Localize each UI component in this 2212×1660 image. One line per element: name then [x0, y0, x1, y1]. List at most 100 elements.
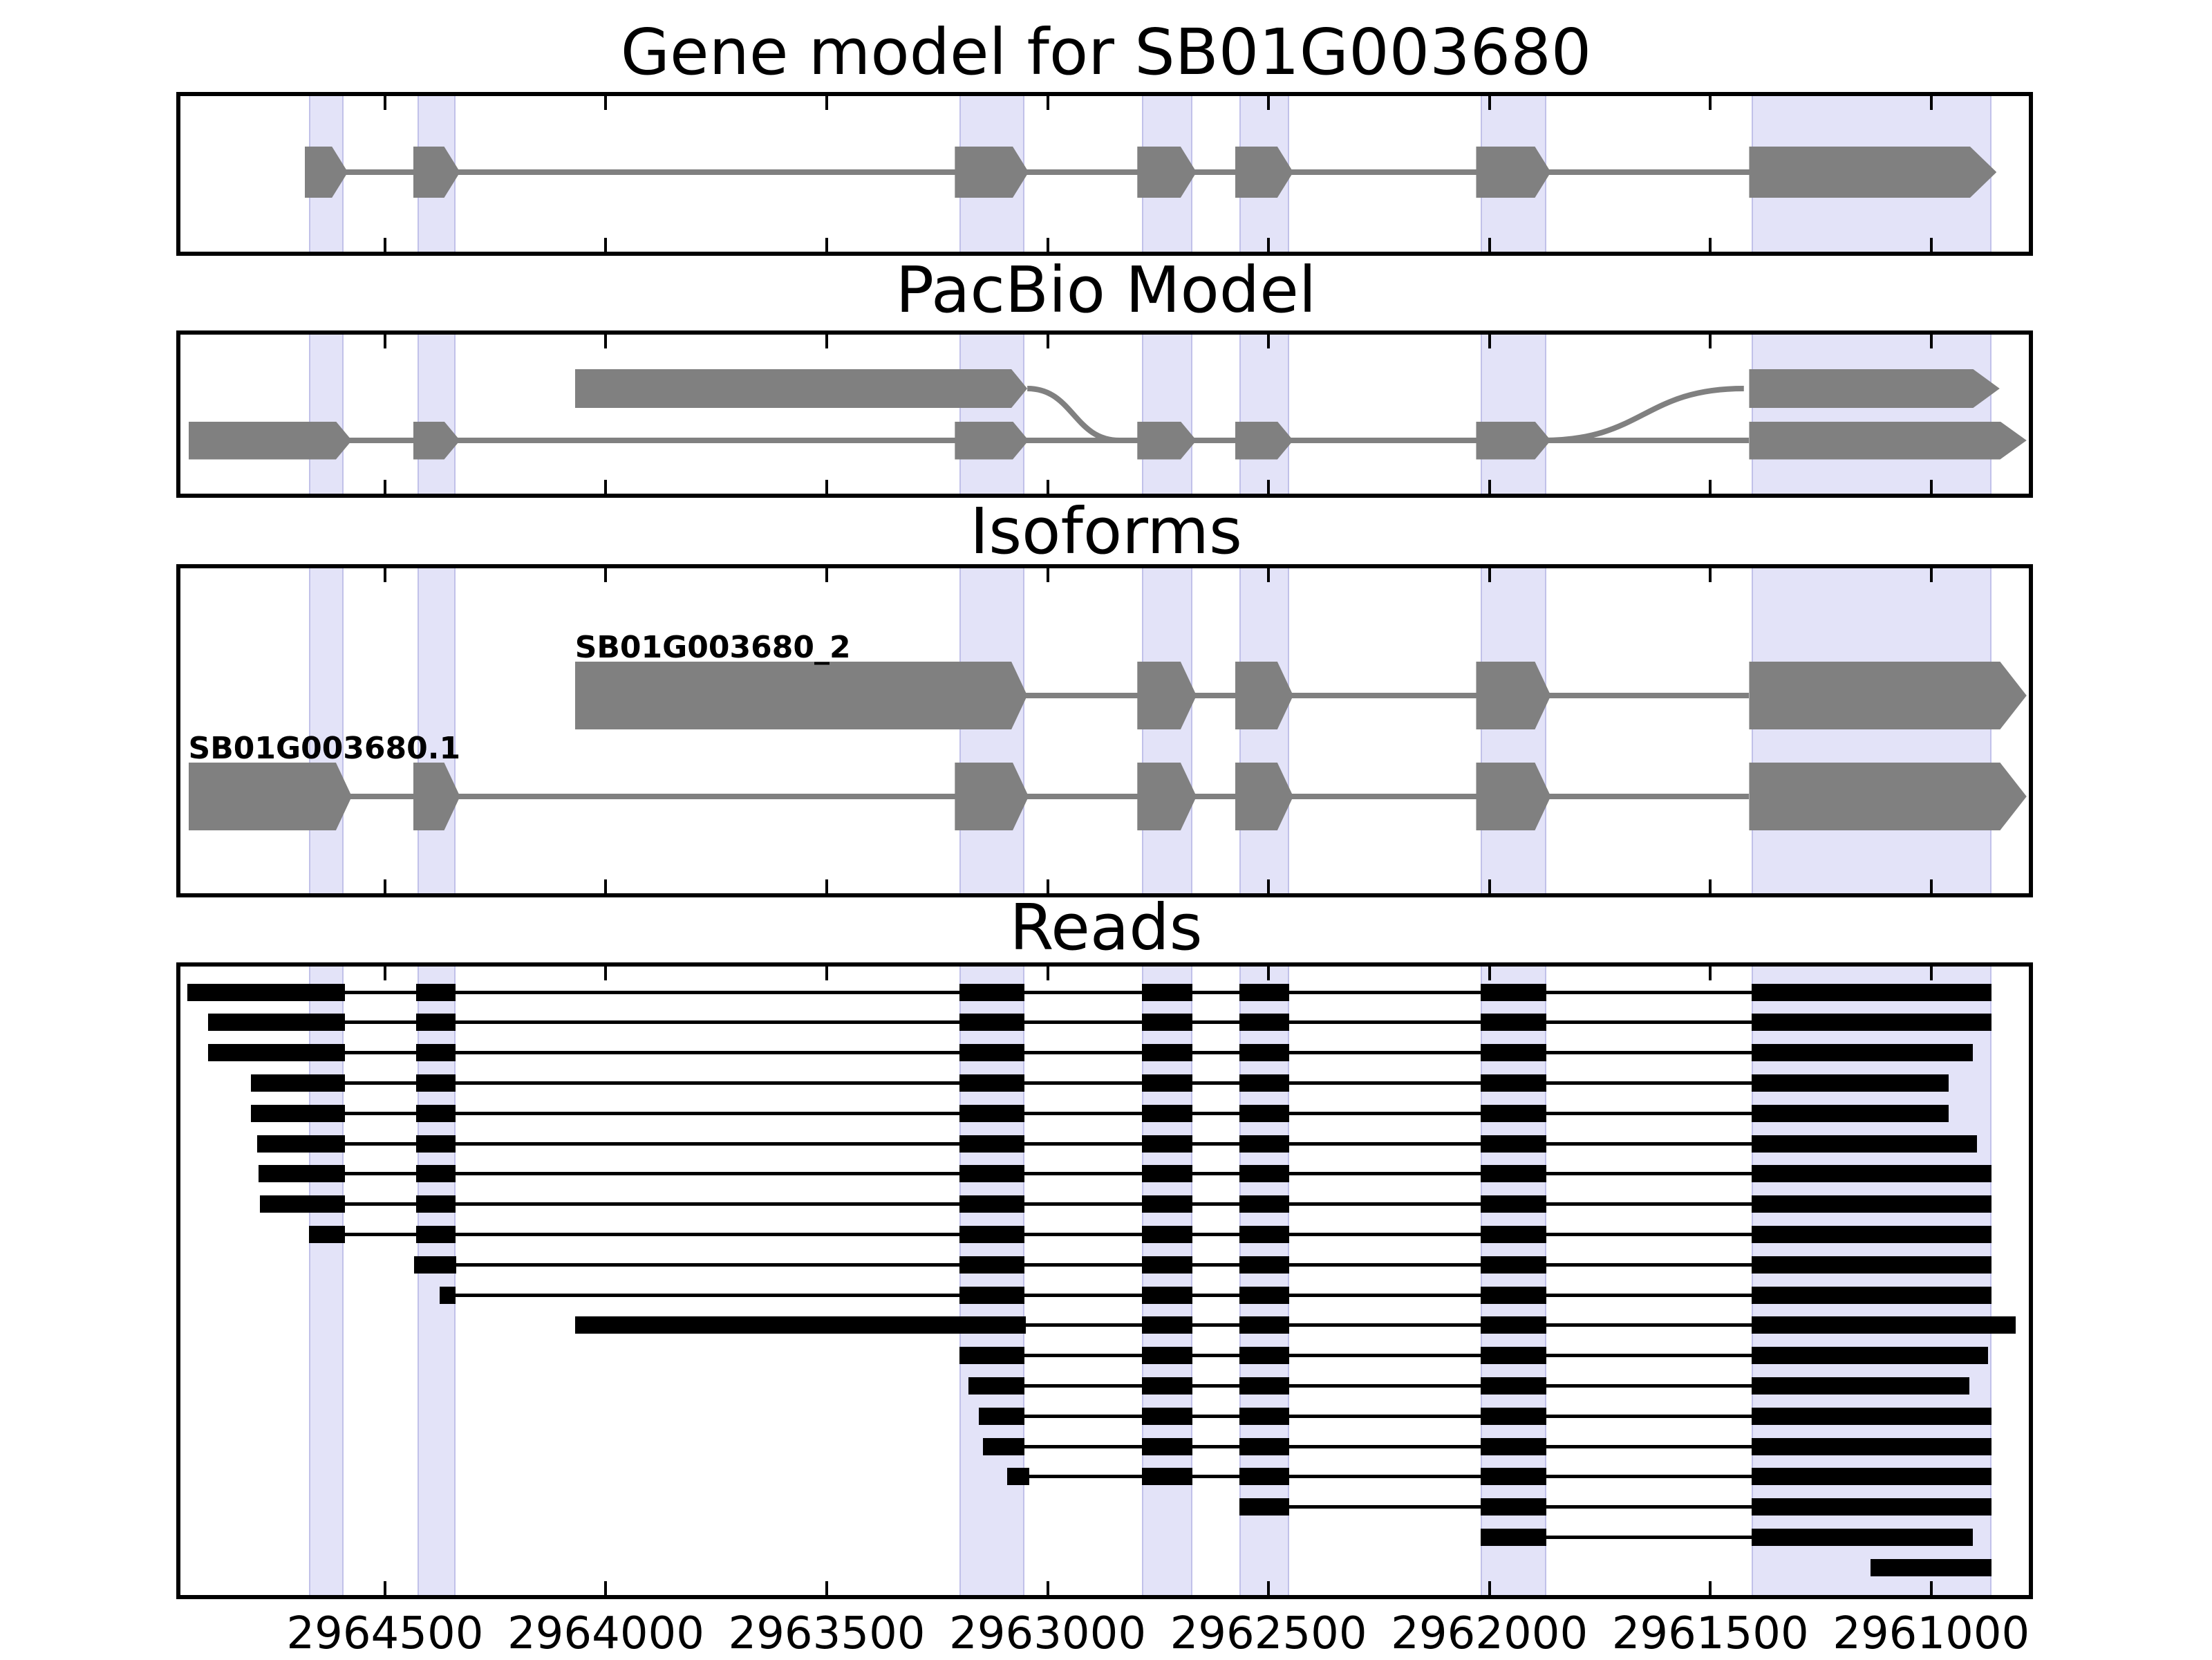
axis-tick-mark: [825, 568, 828, 582]
read-exon-block: [1141, 983, 1192, 1001]
axis-tick-mark: [1488, 879, 1491, 893]
axis-tick-mark: [1709, 967, 1712, 980]
exon-block: [1476, 662, 1551, 729]
read-exon-block: [1480, 1468, 1547, 1486]
exon-block: [188, 421, 352, 460]
exon-block: [1749, 763, 2027, 830]
axis-tick-mark: [1929, 335, 1933, 348]
read-exon-block: [1239, 1014, 1289, 1032]
axis-tick-mark: [825, 335, 828, 348]
read-exon-block: [1239, 1377, 1289, 1395]
axis-tick-mark: [1929, 480, 1933, 494]
axis-tick-mark: [383, 335, 386, 348]
read-exon-block: [1239, 1044, 1289, 1062]
read-exon-block: [1141, 1104, 1192, 1122]
read-exon-block: [1751, 1165, 1991, 1183]
pacbio-model-track: [180, 335, 2029, 494]
read-exon-block: [979, 1407, 1024, 1425]
read-exon-block: [1751, 1044, 1974, 1062]
read-exon-block: [959, 1347, 1024, 1365]
read-exon-block: [415, 1074, 456, 1092]
read-exon-block: [983, 1437, 1024, 1455]
axis-tick-label: 2961500: [1611, 1608, 1809, 1659]
exon-block: [1476, 421, 1551, 460]
isoforms-track: SB01G003680_2 SB01G003680.1: [180, 568, 2029, 893]
read-exon-block: [959, 1104, 1024, 1122]
axis-tick-mark: [604, 967, 608, 980]
exon-highlight-band: [418, 967, 456, 1595]
axis-tick-mark: [1929, 238, 1933, 252]
exon-block: [1476, 763, 1551, 830]
panel-pacbio-model: [176, 330, 2033, 498]
read-exon-block: [574, 1316, 1026, 1334]
read-exon-block: [1480, 1347, 1547, 1365]
axis-tick-mark: [1709, 568, 1712, 582]
read-exon-block: [1480, 1195, 1547, 1213]
exon-block: [188, 763, 352, 830]
axis-tick-mark: [383, 238, 386, 252]
exon-highlight-band: [959, 568, 1024, 893]
read-exon-block: [1480, 1407, 1547, 1425]
read-exon-block: [959, 1195, 1024, 1213]
axis-tick-mark: [383, 568, 386, 582]
read-exon-block: [1751, 1498, 1991, 1516]
read-exon-block: [1141, 1468, 1192, 1486]
read-exon-block: [1751, 1256, 1991, 1274]
exon-highlight-band: [1480, 568, 1547, 893]
read-exon-block: [1239, 1104, 1289, 1122]
axis-tick-mark: [1267, 1581, 1271, 1595]
exon-highlight-band: [1141, 967, 1192, 1595]
read-intron-line: [187, 990, 1991, 994]
read-exon-block: [1480, 1377, 1547, 1395]
axis-tick-mark: [1046, 879, 1049, 893]
read-exon-block: [1239, 1347, 1289, 1365]
read-intron-line: [959, 1354, 1988, 1358]
read-exon-block: [1871, 1558, 1991, 1576]
axis-tick-label: 2962000: [1391, 1608, 1588, 1659]
exon-highlight-band: [1480, 335, 1547, 494]
isoform-label: SB01G003680_2: [574, 630, 851, 665]
read-exon-block: [1480, 1104, 1547, 1122]
read-exon-block: [1141, 1225, 1192, 1243]
read-exon-block: [1480, 1165, 1547, 1183]
read-exon-block: [1239, 1074, 1289, 1092]
read-exon-block: [1141, 1347, 1192, 1365]
axis-tick-mark: [1046, 1581, 1049, 1595]
axis-tick-label: 2964500: [286, 1608, 484, 1659]
isoform-label: SB01G003680.1: [188, 731, 461, 766]
axis-tick-mark: [825, 96, 828, 110]
read-intron-line: [1480, 1535, 1974, 1539]
panel-isoforms: SB01G003680_2 SB01G003680.1: [176, 564, 2033, 897]
read-exon-block: [1480, 1074, 1547, 1092]
axis-tick-mark: [604, 96, 608, 110]
axis-tick-mark: [1929, 96, 1933, 110]
axis-tick-mark: [383, 1581, 386, 1595]
axis-tick-mark: [1046, 568, 1049, 582]
read-exon-block: [1239, 1498, 1289, 1516]
axis-tick-label: 2964000: [507, 1608, 704, 1659]
exon-highlight-band: [308, 335, 344, 494]
read-exon-block: [1480, 983, 1547, 1001]
exon-block: [574, 662, 1028, 729]
axis-tick-label: 2963500: [728, 1608, 926, 1659]
axis-tick-mark: [1488, 480, 1491, 494]
axis-tick-mark: [604, 335, 608, 348]
read-exon-block: [959, 1135, 1024, 1153]
axis-tick-mark: [604, 238, 608, 252]
read-exon-block: [1751, 1135, 1977, 1153]
read-exon-block: [1751, 1407, 1991, 1425]
read-exon-block: [1751, 1104, 1949, 1122]
read-exon-block: [1141, 1316, 1192, 1334]
read-exon-block: [1141, 1135, 1192, 1153]
axis-tick-mark: [383, 967, 386, 980]
axis-tick-mark: [1046, 96, 1049, 110]
read-exon-block: [1751, 983, 1991, 1001]
axis-tick-mark: [1488, 568, 1491, 582]
read-exon-block: [1751, 1225, 1991, 1243]
axis-tick-mark: [1267, 96, 1271, 110]
read-exon-block: [1751, 1377, 1970, 1395]
axis-tick-mark: [383, 480, 386, 494]
exon-highlight-band: [959, 335, 1024, 494]
axis-tick-mark: [383, 96, 386, 110]
read-exon-block: [1141, 1074, 1192, 1092]
